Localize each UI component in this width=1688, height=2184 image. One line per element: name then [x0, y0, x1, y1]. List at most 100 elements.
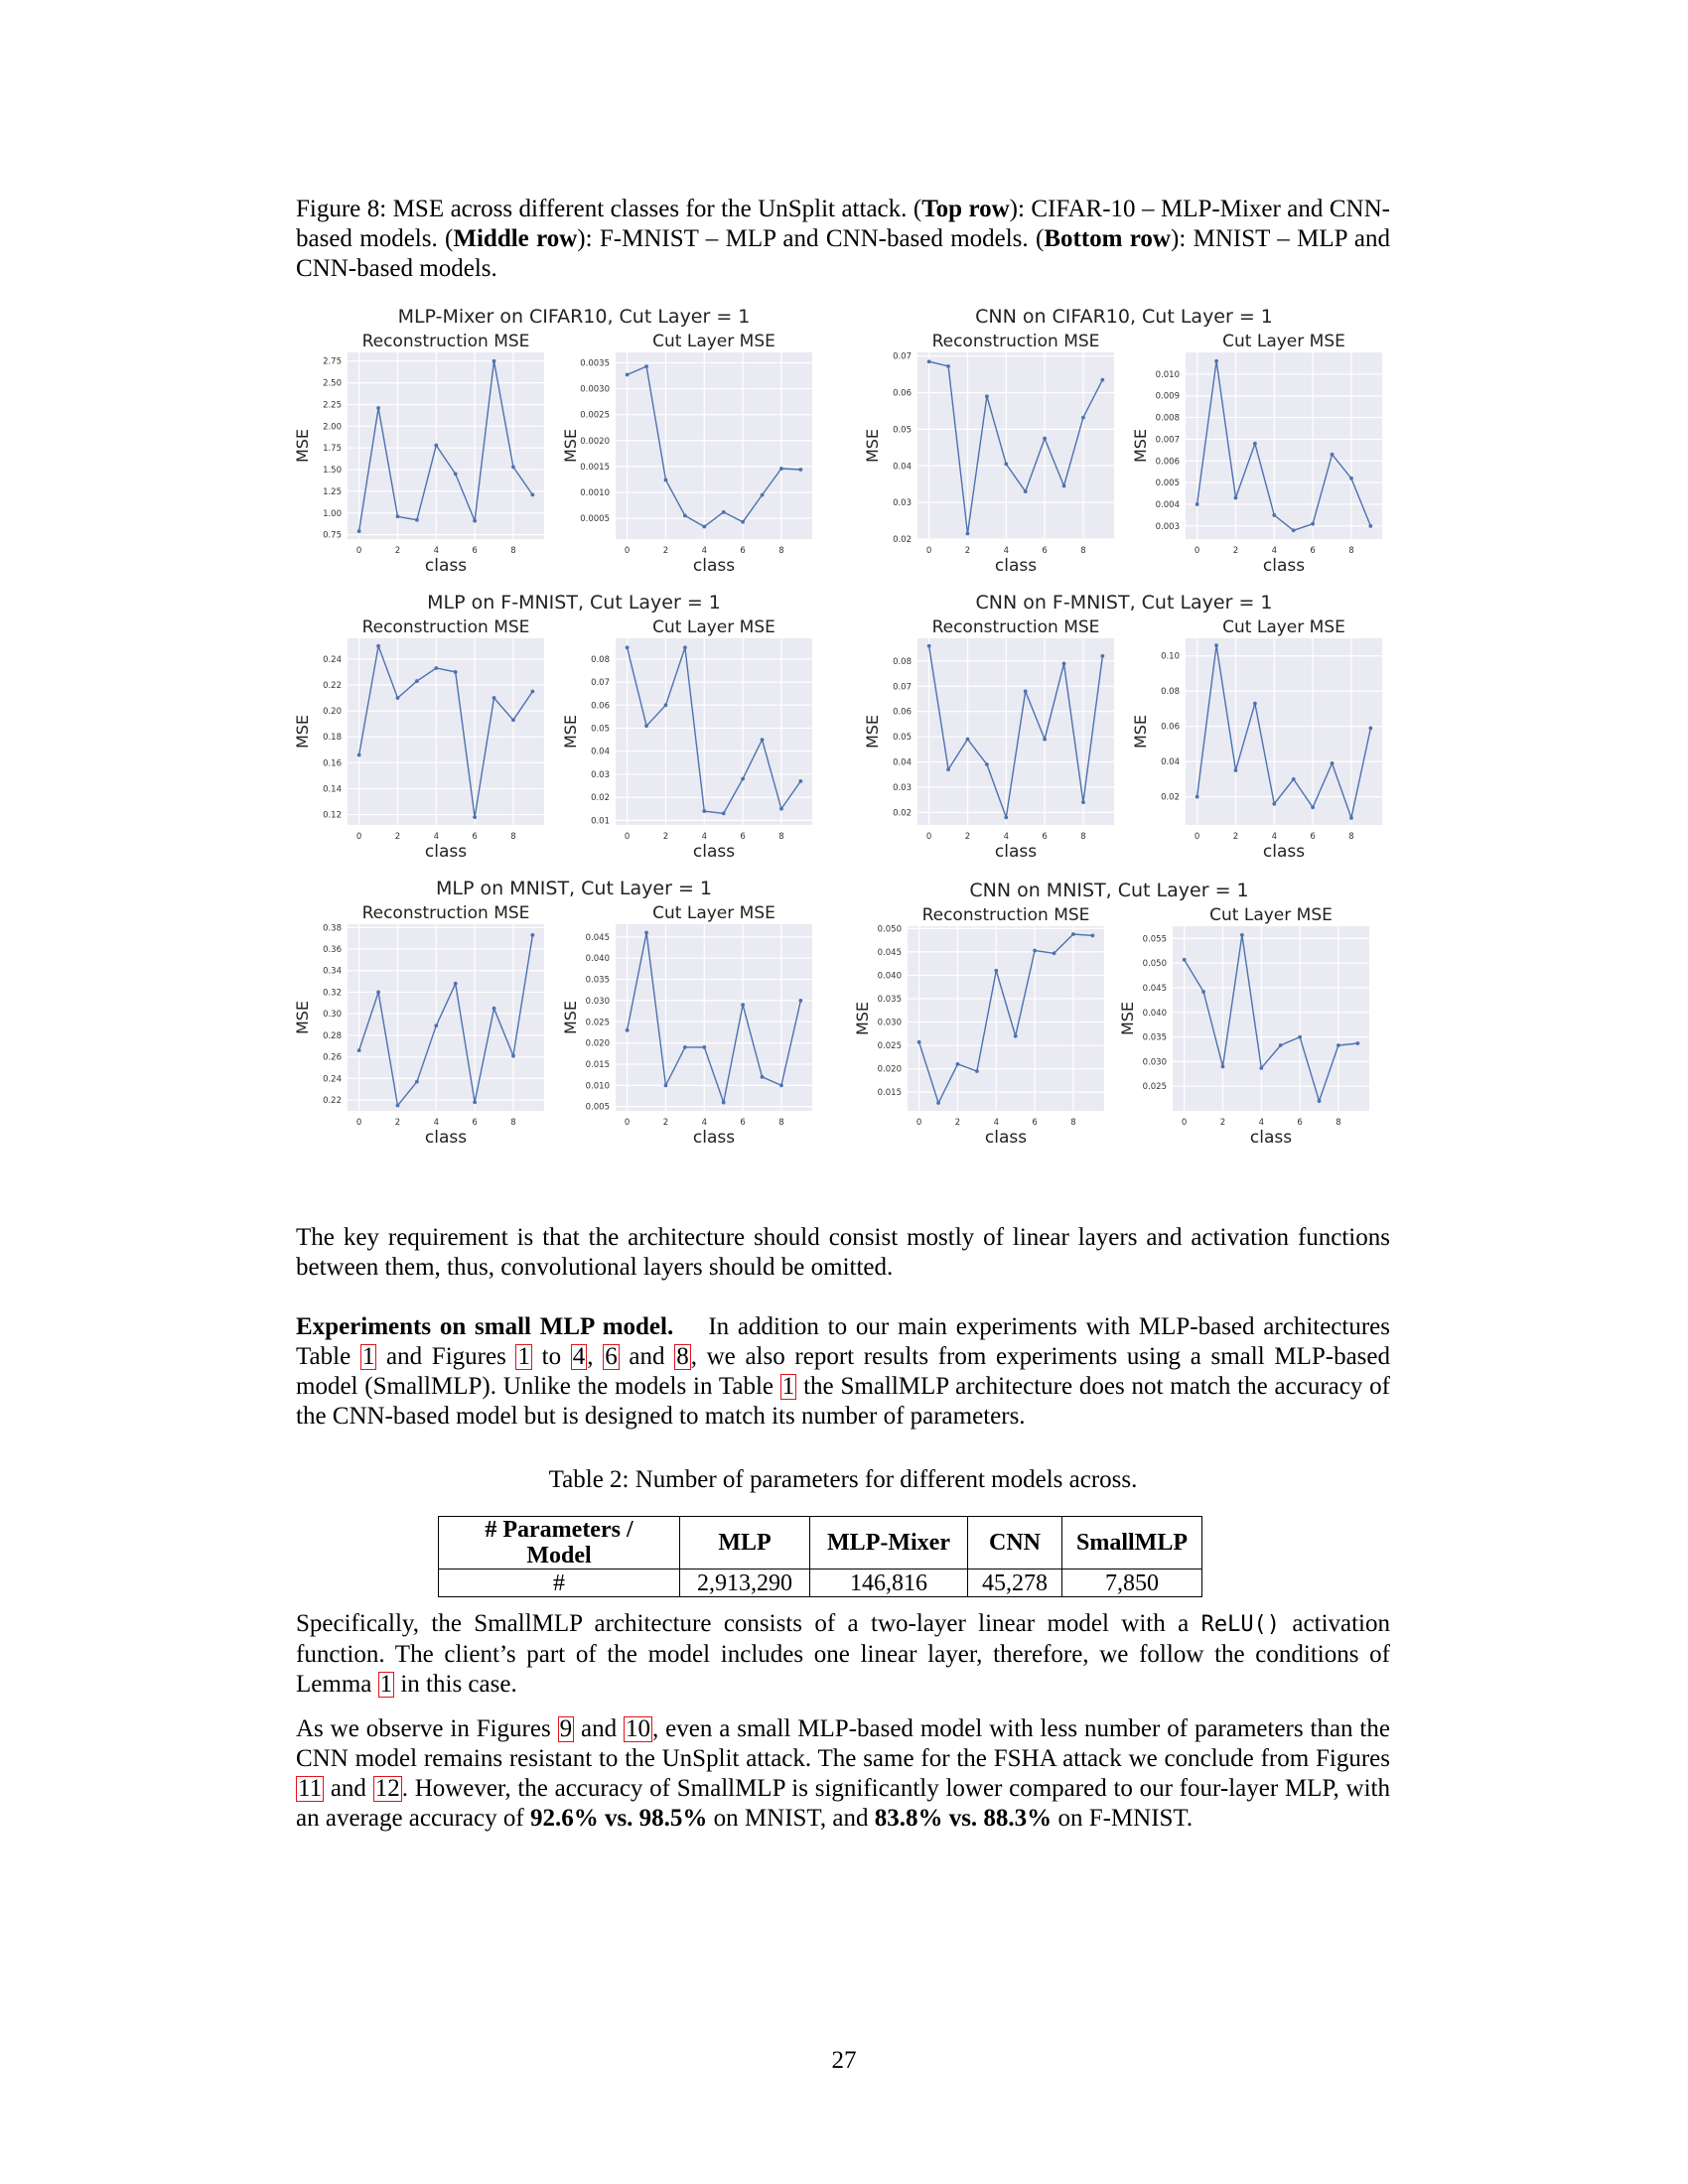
x-tick-label: 4	[1004, 832, 1009, 842]
x-tick-label: 8	[1336, 1118, 1340, 1128]
data-point	[414, 517, 419, 522]
y-tick-label: 0.32	[323, 988, 342, 998]
plot-area	[348, 924, 544, 1111]
y-tick-label: 0.0030	[580, 385, 610, 395]
y-tick-label: 0.025	[586, 1018, 610, 1027]
y-tick-label: 0.035	[586, 976, 610, 986]
x-tick-label: 0	[625, 832, 630, 842]
x-tick-label: 0	[916, 1118, 921, 1128]
data-point	[741, 519, 746, 524]
lemma-ref-link[interactable]: 1	[377, 1671, 395, 1698]
y-axis-label: MSE	[1131, 715, 1150, 749]
y-tick-label: 0.02	[1161, 793, 1180, 803]
table-ref-link[interactable]: 1	[359, 1343, 377, 1370]
accuracy-mnist: 92.6% vs. 98.5%	[529, 1805, 708, 1832]
y-tick-label: 0.007	[1156, 435, 1180, 445]
chart-subtitle: Cut Layer MSE	[1222, 617, 1345, 637]
figure-ref-link[interactable]: 8	[674, 1343, 691, 1370]
x-tick-label: 6	[472, 832, 477, 842]
text-run: on F-MNIST.	[1052, 1805, 1194, 1832]
x-axis-label: class	[693, 1128, 735, 1148]
x-tick-label: 6	[740, 546, 745, 556]
x-tick-label: 0	[926, 546, 931, 556]
y-tick-label: 0.02	[893, 535, 912, 545]
figure-ref-link[interactable]: 9	[557, 1715, 575, 1742]
data-point	[414, 679, 419, 683]
data-point	[1090, 933, 1095, 938]
y-tick-label: 0.12	[323, 811, 342, 821]
y-tick-label: 0.010	[586, 1081, 610, 1091]
y-tick-label: 0.07	[591, 678, 610, 688]
chart-subtitle: Cut Layer MSE	[652, 332, 775, 351]
table-header-cell: MLP	[679, 1516, 810, 1570]
y-tick-label: 0.040	[878, 971, 902, 981]
table-cell: 45,278	[967, 1569, 1062, 1597]
data-point	[1033, 948, 1038, 953]
x-tick-label: 6	[1032, 1118, 1037, 1128]
y-tick-label: 0.04	[1161, 757, 1180, 767]
figure-ref-link[interactable]: 6	[603, 1343, 620, 1370]
x-tick-label: 2	[1233, 546, 1238, 556]
y-tick-label: 0.010	[1156, 370, 1180, 380]
figure-caption: Figure 8: MSE across different classes f…	[296, 195, 1390, 284]
data-point	[1239, 933, 1244, 937]
plot-area	[1173, 926, 1369, 1111]
y-tick-label: 0.045	[878, 948, 902, 958]
plot-area	[616, 638, 812, 825]
data-point	[1233, 768, 1238, 772]
y-tick-label: 0.38	[323, 923, 342, 933]
figure-ref-link[interactable]: 12	[372, 1775, 402, 1802]
plot-area	[1186, 638, 1382, 825]
figure-ref-link[interactable]: 11	[296, 1775, 325, 1802]
chart-subtitle: Reconstruction MSE	[932, 617, 1100, 637]
data-point	[414, 1079, 419, 1084]
y-tick-label: 0.03	[591, 770, 610, 780]
y-tick-label: 0.04	[893, 757, 912, 767]
data-point	[1311, 521, 1316, 526]
text-run: As we observe in Figures	[296, 1715, 558, 1742]
x-tick-label: 0	[1195, 546, 1199, 556]
y-tick-label: 1.25	[323, 487, 342, 497]
y-tick-label: 0.08	[893, 657, 912, 667]
caption-label: Figure 8: MSE across different classes f…	[296, 196, 922, 222]
x-tick-label: 0	[926, 832, 931, 842]
x-axis-label: class	[425, 842, 467, 862]
figure-ref-link[interactable]: 1	[515, 1343, 532, 1370]
x-tick-label: 6	[1310, 832, 1315, 842]
figure-ref-link[interactable]: 4	[570, 1343, 588, 1370]
y-tick-label: 0.22	[323, 681, 342, 691]
data-point	[721, 811, 726, 816]
figure-ref-link[interactable]: 10	[624, 1715, 652, 1742]
table-ref-link[interactable]: 1	[779, 1373, 797, 1400]
data-point	[625, 372, 630, 377]
y-tick-label: 0.005	[1156, 478, 1180, 488]
series-line	[927, 645, 1104, 818]
y-tick-label: 0.01	[591, 816, 610, 826]
series-line	[1184, 934, 1358, 1104]
y-axis-label: MSE	[1118, 1002, 1137, 1035]
series-line	[627, 365, 801, 528]
caption-bottom-row: Bottom row	[1044, 225, 1171, 252]
x-tick-label: 0	[1195, 832, 1199, 842]
data-point	[1317, 1099, 1322, 1103]
chart-subtitle: Reconstruction MSE	[362, 617, 530, 637]
data-point	[511, 1053, 515, 1058]
x-tick-label: 0	[356, 832, 361, 842]
y-tick-label: 0.07	[893, 352, 912, 362]
y-tick-label: 0.040	[1143, 1009, 1167, 1019]
text-run: the SmallMLP architecture does not match…	[296, 1373, 1390, 1430]
x-tick-label: 2	[955, 1118, 960, 1128]
chart-cnn-cifar10-reconstruction: 0.02 0.03 0.04 0.05 0.06 0.07 0 2 4 6 8 Reconstruct…	[863, 332, 1114, 576]
y-tick-label: 0.020	[878, 1065, 902, 1075]
x-tick-label: 8	[510, 546, 515, 556]
data-point	[965, 531, 970, 536]
y-tick-label: 2.75	[323, 357, 342, 367]
x-tick-label: 6	[740, 832, 745, 842]
data-point	[946, 364, 950, 368]
text-run: activation function. The client’s part o…	[296, 1610, 1391, 1698]
data-point	[1061, 661, 1066, 666]
x-tick-label: 8	[1348, 546, 1353, 556]
y-axis-label: MSE	[863, 429, 882, 463]
data-point	[936, 1101, 940, 1105]
series-line	[1196, 644, 1372, 821]
